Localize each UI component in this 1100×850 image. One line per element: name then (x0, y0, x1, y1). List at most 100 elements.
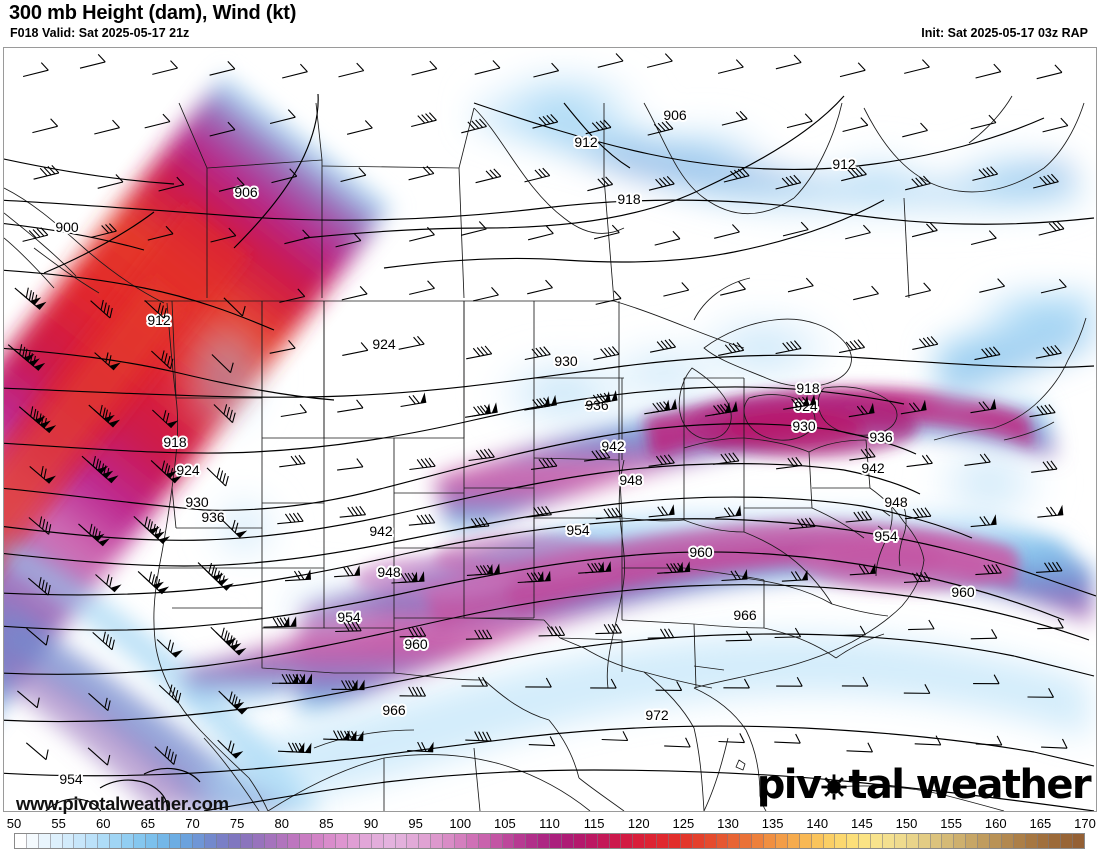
wind-barb (398, 686, 427, 697)
colorbar-cell (62, 834, 75, 848)
colorbar-cell (526, 834, 539, 848)
wind-barb (837, 61, 866, 78)
colorbar-cell (942, 834, 955, 848)
colorbar-gradient-bar[interactable] (14, 833, 1085, 849)
page-title: 300 mb Height (dam), Wind (kt) (9, 2, 297, 24)
contour-label: 936 (201, 509, 225, 525)
wind-barb (594, 506, 623, 520)
colorbar-cell (193, 834, 206, 848)
colorbar-tick: 170 (1074, 816, 1096, 831)
colorbar-tick: 160 (984, 816, 1007, 831)
wind-barb (206, 460, 233, 487)
colorbar-tick: 65 (140, 816, 156, 831)
contour-label: 948 (377, 564, 401, 580)
contour-label: 948 (619, 472, 643, 488)
wind-barb (850, 284, 880, 301)
contour-label: 930 (792, 418, 816, 434)
colorbar-cell (1073, 834, 1085, 848)
contour-label: 918 (796, 380, 820, 396)
wind-barb (398, 391, 427, 408)
colorbar-cell (597, 834, 610, 848)
colorbar-cell (324, 834, 337, 848)
contour-label-halo: 936 (869, 429, 893, 445)
wind-barb (470, 285, 499, 302)
wind-barb (339, 284, 368, 301)
wind-barb (206, 59, 236, 76)
colorbar-cell (668, 834, 681, 848)
contour-label-group: 9009009069069069069129129129129129129189… (53, 105, 977, 789)
contour-label-halo: 930 (792, 418, 816, 434)
map-canvas[interactable]: 900 900 906 906 906 906 912 912 912 912 912 912 918 9… (4, 48, 1096, 811)
colorbar-cell (1037, 834, 1050, 848)
colorbar-tick: 60 (96, 816, 111, 831)
contour-label: 954 (337, 609, 361, 625)
colorbar-cell (50, 834, 63, 848)
colorbar-cell (930, 834, 943, 848)
colorbar-cell (145, 834, 158, 848)
wind-barb (644, 51, 673, 68)
colorbar-cell (205, 834, 218, 848)
contour-label: 942 (369, 523, 393, 539)
colorbar-cell (894, 834, 907, 848)
wind-barb (773, 53, 802, 70)
colorbar-cell (38, 834, 51, 848)
colorbar-cell (26, 834, 39, 848)
wind-barb (471, 58, 501, 75)
wind-barb (970, 628, 998, 640)
contour-label-halo: 912 (574, 134, 598, 150)
colorbar-cell (288, 834, 301, 848)
wind-barb (651, 229, 681, 246)
colorbar-cell (264, 834, 277, 848)
colorbar-cell (74, 834, 87, 848)
brand-text-part2: tal weather (848, 762, 1091, 808)
colorbar-cell (680, 834, 693, 848)
colorbar[interactable]: 50 55 60 65 70 75 80 85 90 95 100 105 110 115 120 125 13… (0, 816, 1100, 850)
contour-label-halo: 924 (372, 336, 396, 352)
colorbar-tick: 105 (494, 816, 516, 831)
colorbar-tick: 135 (761, 816, 784, 831)
colorbar-cell (431, 834, 444, 848)
map-frame[interactable]: 900 900 906 906 906 906 912 912 912 912 912 912 918 9… (3, 47, 1097, 812)
colorbar-cell (181, 834, 194, 848)
wind-barb (715, 57, 744, 74)
wind-barb (521, 166, 551, 183)
wind-barb (909, 334, 939, 350)
wind-barb (524, 278, 554, 295)
colorbar-cell (716, 834, 729, 848)
colorbar-cell (692, 834, 705, 848)
colorbar-tick: 165 (1029, 816, 1052, 831)
wind-barb (335, 61, 365, 78)
contour-label: 912 (574, 134, 598, 150)
colorbar-cell (1025, 834, 1038, 848)
wind-barb (717, 731, 746, 744)
map-svg[interactable]: 9009009069069069069129129129129129129189… (4, 48, 1096, 811)
colorbar-cell (621, 834, 634, 848)
wind-barb (839, 115, 869, 133)
wind-barb (141, 112, 171, 129)
wind-barb (463, 344, 493, 360)
contour-label-halo: 918 (796, 380, 820, 396)
colorbar-cell (978, 834, 991, 848)
wind-barb (845, 741, 874, 753)
colorbar-tick: 95 (408, 816, 423, 831)
wind-barb (210, 619, 247, 656)
gear-icon (821, 764, 847, 800)
wind-barb (907, 619, 935, 631)
wind-barb (838, 625, 867, 636)
contour-label: 972 (645, 707, 669, 723)
wind-barb (472, 167, 502, 184)
colorbar-tick: 80 (274, 816, 289, 831)
contour-label-halo: 942 (369, 523, 393, 539)
wind-barb (899, 121, 929, 138)
wind-barb (660, 280, 690, 297)
colorbar-cell (704, 834, 717, 848)
colorbar-cell (883, 834, 895, 848)
contour-label-halo: 906 (663, 107, 687, 123)
wind-barb (279, 62, 308, 79)
contour-label: 960 (951, 584, 975, 600)
contour-label-halo: 954 (874, 528, 898, 544)
colorbar-tick: 70 (185, 816, 200, 831)
wind-barb (646, 628, 675, 639)
contour-label: 924 (176, 462, 200, 478)
wind-barb (1039, 116, 1069, 133)
